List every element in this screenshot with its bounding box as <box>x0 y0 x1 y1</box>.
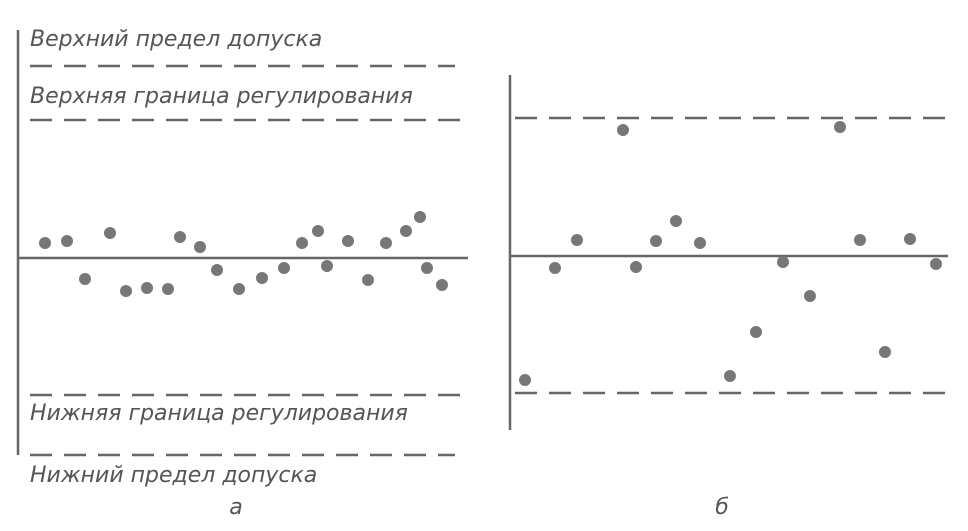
panel-b: б <box>508 75 948 520</box>
caption: б <box>715 495 729 520</box>
point <box>39 237 51 249</box>
point <box>362 274 374 286</box>
point <box>750 326 762 338</box>
point <box>879 346 891 358</box>
panel-a: Верхний предел допуска Верхняя граница р… <box>16 27 470 520</box>
point <box>571 234 583 246</box>
point <box>436 279 448 291</box>
point <box>650 235 662 247</box>
points <box>39 211 448 297</box>
point <box>804 290 816 302</box>
point <box>120 285 132 297</box>
point <box>380 237 392 249</box>
point <box>519 374 531 386</box>
point <box>549 262 561 274</box>
point <box>141 282 153 294</box>
lower-tolerance-label: Нижний предел допуска <box>30 463 317 488</box>
point <box>400 225 412 237</box>
points <box>519 121 942 386</box>
point <box>104 227 116 239</box>
point <box>296 237 308 249</box>
point <box>162 283 174 295</box>
point <box>617 124 629 136</box>
point <box>79 273 91 285</box>
point <box>414 211 426 223</box>
point <box>194 241 206 253</box>
point <box>211 264 223 276</box>
point <box>321 260 333 272</box>
point <box>256 272 268 284</box>
point <box>694 237 706 249</box>
point <box>233 283 245 295</box>
point <box>342 235 354 247</box>
point <box>777 256 789 268</box>
point <box>312 225 324 237</box>
point <box>174 231 186 243</box>
point <box>930 258 942 270</box>
point <box>670 215 682 227</box>
lower-control-label: Нижняя граница регулирования <box>30 401 408 426</box>
upper-tolerance-label: Верхний предел допуска <box>30 27 322 52</box>
point <box>724 370 736 382</box>
point <box>278 262 290 274</box>
caption: а <box>229 495 242 520</box>
point <box>904 233 916 245</box>
point <box>834 121 846 133</box>
point <box>630 261 642 273</box>
point <box>61 235 73 247</box>
point <box>421 262 433 274</box>
point <box>854 234 866 246</box>
upper-control-label: Верхняя граница регулирования <box>30 84 413 109</box>
